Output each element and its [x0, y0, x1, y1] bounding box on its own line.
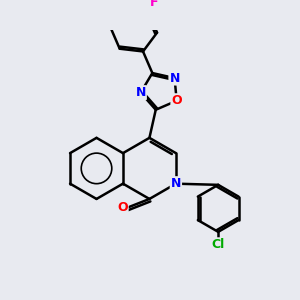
Text: O: O — [117, 201, 128, 214]
Text: Cl: Cl — [212, 238, 225, 251]
Text: N: N — [136, 86, 146, 99]
Text: N: N — [171, 177, 181, 190]
Text: O: O — [171, 94, 182, 107]
Text: F: F — [150, 0, 158, 9]
Text: N: N — [169, 71, 180, 85]
